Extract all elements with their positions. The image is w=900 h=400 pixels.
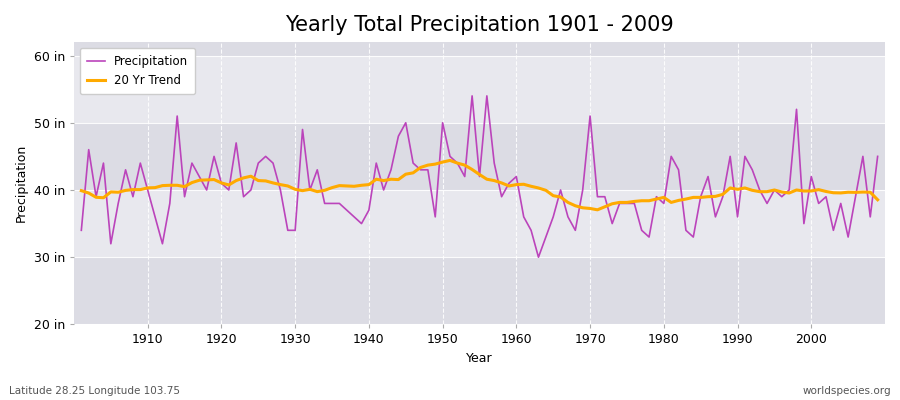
20 Yr Trend — [614, 200, 625, 205]
Bar — [74, 190, 885, 257]
Precipitation — [872, 154, 883, 159]
Text: Latitude 28.25 Longitude 103.75: Latitude 28.25 Longitude 103.75 — [9, 386, 180, 396]
Title: Yearly Total Precipitation 1901 - 2009: Yearly Total Precipitation 1901 - 2009 — [285, 15, 674, 35]
20 Yr Trend — [341, 184, 352, 188]
Precipitation — [614, 201, 625, 206]
20 Yr Trend — [872, 197, 883, 202]
Precipitation — [467, 94, 478, 98]
20 Yr Trend — [297, 188, 308, 193]
Precipitation — [76, 228, 86, 233]
20 Yr Trend — [76, 188, 86, 193]
20 Yr Trend — [445, 158, 455, 163]
X-axis label: Year: Year — [466, 352, 493, 365]
20 Yr Trend — [135, 187, 146, 192]
Precipitation — [135, 161, 146, 166]
Legend: Precipitation, 20 Yr Trend: Precipitation, 20 Yr Trend — [80, 48, 195, 94]
Precipitation — [518, 214, 529, 219]
Precipitation — [533, 255, 544, 260]
Line: Precipitation: Precipitation — [81, 96, 878, 257]
Text: worldspecies.org: worldspecies.org — [803, 386, 891, 396]
20 Yr Trend — [592, 208, 603, 212]
Bar — [74, 123, 885, 190]
Bar — [74, 42, 885, 56]
Precipitation — [511, 174, 522, 179]
20 Yr Trend — [518, 182, 529, 187]
Line: 20 Yr Trend: 20 Yr Trend — [81, 160, 878, 210]
Precipitation — [341, 208, 352, 212]
20 Yr Trend — [511, 182, 522, 187]
Precipitation — [297, 127, 308, 132]
Y-axis label: Precipitation: Precipitation — [15, 144, 28, 222]
Bar — [74, 56, 885, 123]
Bar — [74, 257, 885, 324]
